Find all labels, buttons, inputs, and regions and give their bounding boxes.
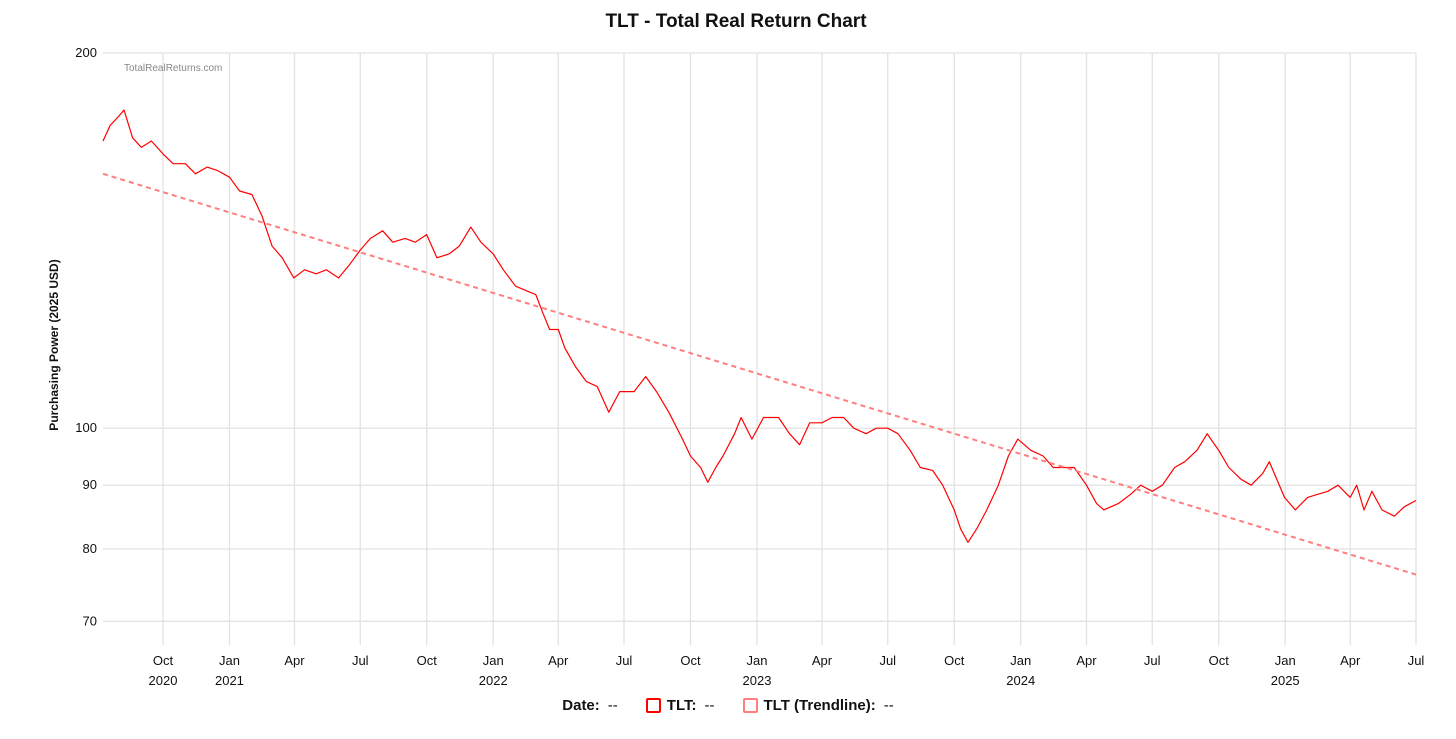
legend: Date: -- TLT: -- TLT (Trendline): -- xyxy=(0,697,1456,714)
x-tick-label: Jan xyxy=(746,653,767,668)
x-tick-year-label: 2020 xyxy=(149,673,178,688)
x-tick-label: Apr xyxy=(1076,653,1097,668)
x-tick-label: Jan xyxy=(483,653,504,668)
x-tick-label: Jul xyxy=(1144,653,1161,668)
tlt-series[interactable] xyxy=(102,109,1417,543)
x-tick-label: Jan xyxy=(1275,653,1296,668)
y-tick-label: 100 xyxy=(75,420,97,435)
y-axis-label: Purchasing Power (2025 USD) xyxy=(47,259,61,430)
legend-tlt-label[interactable]: TLT: xyxy=(666,697,697,714)
x-tick-label: Oct xyxy=(1209,653,1230,668)
x-tick-label: Jul xyxy=(352,653,369,668)
x-tick-year-label: 2023 xyxy=(743,673,772,688)
chart-title: TLT - Total Real Return Chart xyxy=(605,11,867,32)
x-tick-label: Oct xyxy=(417,653,438,668)
legend-trendline[interactable]: TLT (Trendline): -- xyxy=(742,697,894,714)
y-tick-label: 80 xyxy=(83,541,97,556)
legend-date-label: Date: xyxy=(562,697,600,714)
x-axis: Oct 2020 Jan 2021 Apr Jul Oct Jan 2022 Apr Jul Oct J… xyxy=(149,653,1425,688)
legend-trendline-value: -- xyxy=(883,697,894,714)
grid xyxy=(103,52,1417,645)
x-tick-year-label: 2021 xyxy=(215,673,244,688)
x-tick-label: Jul xyxy=(616,653,633,668)
x-tick-label: Jan xyxy=(1010,653,1031,668)
x-tick-label: Jul xyxy=(879,653,896,668)
legend-tlt-swatch[interactable] xyxy=(645,698,661,713)
x-tick-label: Oct xyxy=(680,653,701,668)
y-tick-label: 70 xyxy=(83,613,97,628)
legend-trendline-swatch[interactable] xyxy=(742,698,758,713)
x-tick-year-label: 2024 xyxy=(1006,673,1035,688)
legend-date: Date: -- xyxy=(562,697,618,714)
x-tick-label: Oct xyxy=(153,653,174,668)
legend-trendline-label[interactable]: TLT (Trendline): xyxy=(763,697,876,714)
legend-date-value: -- xyxy=(607,697,618,714)
x-tick-label: Apr xyxy=(284,653,305,668)
legend-tlt-value: -- xyxy=(704,697,715,714)
x-tick-label: Jan xyxy=(219,653,240,668)
watermark: TotalRealReturns.com xyxy=(124,63,222,74)
y-tick-label: 200 xyxy=(75,45,97,60)
trendline-series[interactable] xyxy=(102,172,1417,576)
x-tick-year-label: 2022 xyxy=(479,673,508,688)
x-tick-label: Apr xyxy=(548,653,569,668)
x-tick-year-label: 2025 xyxy=(1271,673,1300,688)
y-tick-label: 90 xyxy=(83,477,97,492)
x-tick-label: Oct xyxy=(944,653,965,668)
legend-tlt[interactable]: TLT: -- xyxy=(645,697,715,714)
x-tick-label: Apr xyxy=(1340,653,1361,668)
x-tick-label: Jul xyxy=(1408,653,1425,668)
x-tick-label: Apr xyxy=(812,653,833,668)
series-group[interactable] xyxy=(102,109,1417,576)
y-axis: 70 80 90 100 200 xyxy=(75,45,97,628)
